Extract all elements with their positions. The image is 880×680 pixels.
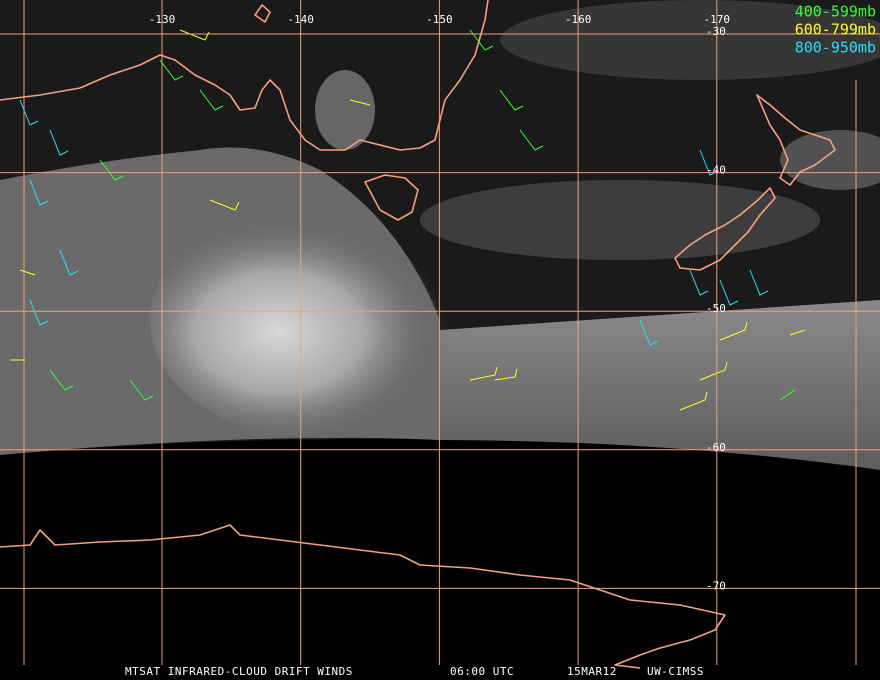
legend-entry: 800-950mb: [795, 39, 876, 57]
longitude-label: -130: [149, 13, 176, 26]
latitude-label: -50: [706, 302, 726, 315]
legend-entry: 400-599mb: [795, 3, 876, 21]
longitude-label: -160: [565, 13, 592, 26]
wind-barbs: [10, 29, 806, 411]
coastline-nz-north: [756, 94, 836, 186]
longitude-label: -170: [704, 13, 731, 26]
legend-entry: 600-799mb: [795, 21, 876, 39]
footer-text: 06:00 UTC: [450, 665, 514, 678]
longitude-label: -140: [287, 13, 314, 26]
latitude-label: -40: [706, 164, 726, 177]
coastline-australia: [0, 0, 489, 151]
coastline-nz-south: [674, 187, 776, 271]
storm-swirl: [150, 200, 490, 440]
footer-text: MTSAT INFRARED-CLOUD DRIFT WINDS: [125, 665, 353, 678]
coastline-antarctica: [0, 524, 726, 669]
footer-text: UW-CIMSS: [647, 665, 704, 678]
coastline-island: [254, 4, 271, 23]
cloud-streak: [500, 0, 880, 80]
footer-text: 15MAR12: [567, 665, 617, 678]
latitude-label: -30: [706, 25, 726, 38]
latitude-label: -60: [706, 441, 726, 454]
cloud-streak: [420, 180, 820, 260]
latitude-label: -70: [706, 579, 726, 592]
cloud-streak: [315, 70, 375, 150]
longitude-label: -150: [426, 13, 453, 26]
cloud-band: [440, 300, 880, 470]
coastline-tasmania: [364, 174, 419, 221]
cloud-streak: [780, 130, 880, 190]
